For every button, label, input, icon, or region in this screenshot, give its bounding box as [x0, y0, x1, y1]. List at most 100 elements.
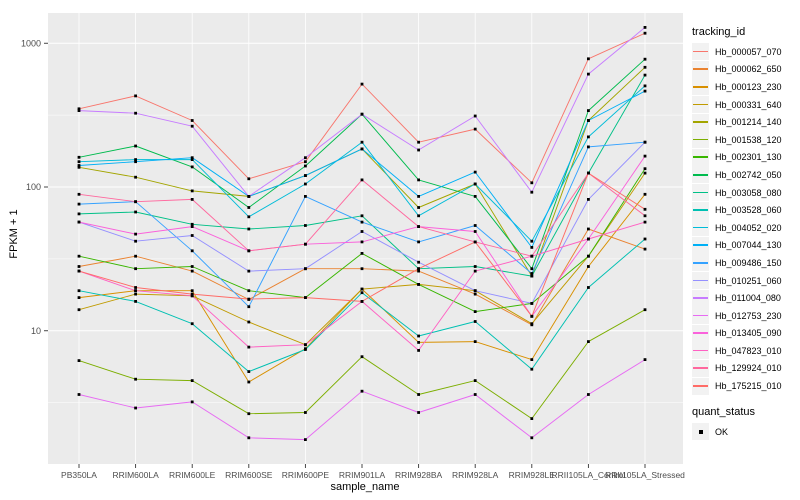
legend-item-Hb_009486_150: Hb_009486_150 [692, 254, 798, 272]
legend-key-line-icon [692, 96, 709, 114]
data-point [473, 289, 477, 293]
data-point [77, 296, 81, 299]
data-point [587, 237, 590, 241]
legend-key-line-icon [692, 60, 709, 78]
x-tick-label: RRIM600PE [282, 470, 330, 480]
data-point [190, 249, 194, 253]
legend-item-Hb_013405_090: Hb_013405_090 [692, 324, 798, 343]
data-point [134, 267, 137, 271]
data-point [190, 222, 194, 226]
data-point [587, 109, 590, 112]
data-point [530, 190, 534, 194]
data-point [77, 165, 81, 169]
data-point [360, 140, 364, 144]
data-point [360, 230, 364, 233]
data-point [473, 269, 477, 273]
legend-key-line-icon [692, 166, 709, 184]
legend-item-Hb_004052_020: Hb_004052_020 [692, 219, 798, 237]
data-point [247, 370, 251, 373]
legend-item-label: Hb_000123_230 [715, 81, 782, 92]
data-point [473, 230, 477, 233]
legend-item-label: Hb_002742_050 [715, 169, 782, 180]
data-point [134, 254, 137, 258]
data-point [587, 72, 590, 76]
data-point [530, 417, 534, 420]
data-point [530, 272, 534, 275]
data-point [643, 358, 647, 361]
data-point [190, 322, 194, 326]
data-point [587, 286, 590, 289]
data-point [190, 119, 194, 122]
data-point [304, 156, 307, 160]
data-point [473, 320, 477, 323]
data-point [643, 167, 647, 171]
data-point [473, 114, 477, 118]
legend-items-list: Hb_000057_070 Hb_000062_650 Hb_000123_230 H… [692, 43, 798, 395]
data-point [530, 314, 534, 318]
legend-item-label: Hb_000331_640 [715, 99, 782, 110]
data-point [417, 195, 420, 198]
legend-key-line-icon [692, 254, 709, 272]
data-point [360, 291, 364, 295]
legend-item-Hb_012753_230: Hb_012753_230 [692, 307, 798, 325]
legend-item-label: Hb_013405_090 [715, 328, 782, 339]
data-point [77, 107, 81, 111]
data-point [190, 158, 194, 161]
x-tick-label: RRIM600LE [169, 470, 216, 480]
y-tick-label: 10 [31, 326, 41, 336]
x-tick-label: RRII105LA_Stressed [605, 470, 685, 480]
legend-key-line-icon [692, 342, 709, 360]
data-point [417, 393, 420, 396]
data-point [134, 286, 137, 289]
data-point [247, 412, 251, 416]
data-point [530, 239, 534, 243]
data-point [134, 406, 137, 410]
legend-item-label: Hb_129924_010 [715, 363, 782, 374]
legend-item-Hb_010251_060: Hb_010251_060 [692, 272, 798, 290]
data-point [417, 283, 420, 286]
data-point [190, 294, 194, 298]
legend-item-label: Hb_009486_150 [715, 257, 782, 268]
data-point [190, 379, 194, 382]
data-point [643, 31, 647, 35]
x-tick-label: RRIM600SE [225, 470, 273, 480]
data-point [473, 379, 477, 382]
legend-key-line-icon [692, 272, 709, 290]
legend-item-Hb_047823_010: Hb_047823_010 [692, 342, 798, 360]
data-point [247, 206, 251, 209]
data-point [190, 156, 194, 160]
legend-item-label: Hb_047823_010 [715, 345, 782, 356]
data-point [643, 214, 647, 218]
data-point [360, 178, 364, 182]
data-point [587, 340, 590, 343]
data-point [77, 109, 81, 112]
legend-item-Hb_000062_650: Hb_000062_650 [692, 60, 798, 79]
data-point [530, 358, 534, 361]
data-point [643, 140, 647, 144]
data-point [134, 289, 137, 293]
legend-item-label: Hb_004052_020 [715, 222, 782, 233]
data-point [473, 224, 477, 227]
data-point [530, 181, 534, 185]
data-point [473, 240, 477, 244]
data-point [643, 89, 647, 93]
legend-key-line-icon [692, 236, 709, 254]
data-point [134, 94, 137, 98]
data-point [77, 164, 81, 167]
data-point [247, 297, 251, 301]
data-point [304, 296, 307, 299]
legend-item-Hb_129924_010: Hb_129924_010 [692, 359, 798, 378]
legend: tracking_id Hb_000057_070 Hb_000062_650 Hb… [692, 26, 798, 441]
data-point [530, 436, 534, 440]
data-point [190, 234, 194, 237]
data-point [530, 274, 534, 278]
legend-item-Hb_003058_080: Hb_003058_080 [692, 184, 798, 202]
data-point [77, 289, 81, 293]
data-point [587, 254, 590, 258]
data-point [304, 182, 307, 186]
legend-item-label: Hb_007044_130 [715, 240, 782, 251]
legend-item-Hb_003528_060: Hb_003528_060 [692, 201, 798, 219]
data-point [304, 267, 307, 271]
legend-key-line-icon [692, 377, 709, 395]
